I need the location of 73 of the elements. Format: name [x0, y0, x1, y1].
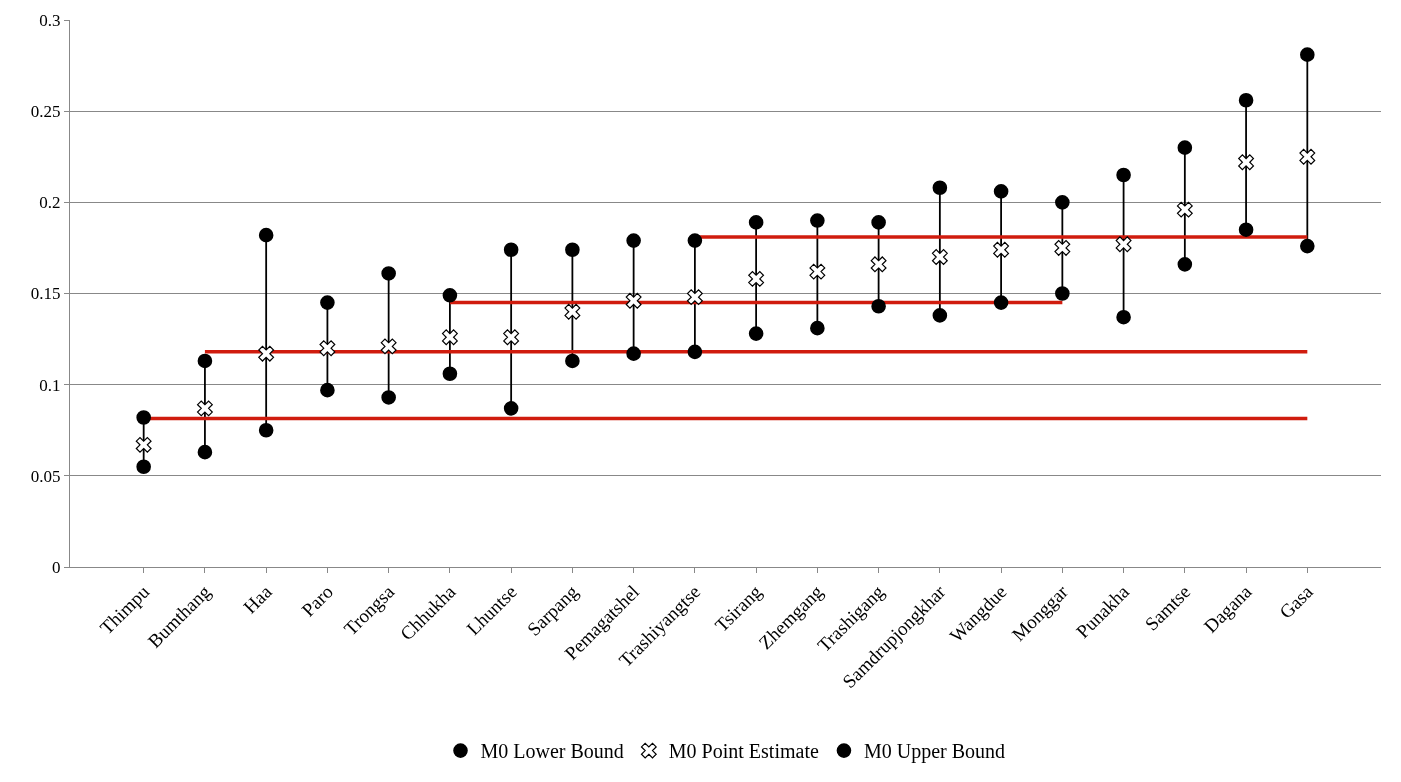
point [748, 215, 764, 230]
point [871, 298, 886, 314]
point [258, 345, 275, 362]
point [197, 444, 213, 460]
point [258, 422, 274, 438]
point [1116, 309, 1131, 325]
point [871, 215, 886, 230]
point [932, 180, 948, 196]
point [686, 289, 703, 306]
point [1176, 201, 1193, 218]
y-tick-label: 0.1 [39, 375, 61, 395]
point [1299, 148, 1316, 165]
y-tick-label: 0.15 [30, 284, 61, 304]
point [381, 390, 396, 405]
point [748, 270, 765, 287]
point [1055, 286, 1070, 301]
y-tick-label: 0.25 [30, 102, 61, 122]
point [136, 410, 151, 425]
point [564, 303, 581, 320]
point [381, 266, 396, 281]
point [441, 329, 458, 346]
point [1177, 257, 1193, 272]
point [810, 320, 825, 336]
point [809, 263, 826, 280]
point [748, 326, 764, 341]
y-tick-label: 0 [52, 557, 61, 577]
point [320, 295, 335, 310]
point [136, 459, 151, 475]
point [503, 329, 520, 346]
point [626, 233, 641, 248]
point [626, 346, 641, 361]
point [135, 436, 152, 453]
point [1055, 195, 1070, 210]
point [1300, 238, 1315, 254]
legend-label: M0 Point Estimate [668, 740, 819, 763]
legend-label: M0 Upper Bound [863, 740, 1006, 764]
point [565, 353, 580, 369]
point [565, 242, 580, 258]
y-tick-label: 0.2 [39, 193, 61, 213]
point [258, 227, 274, 243]
point [932, 308, 948, 323]
point [197, 353, 213, 369]
point [931, 249, 948, 265]
point [1115, 236, 1132, 253]
point [810, 213, 825, 228]
point [319, 340, 336, 357]
point [503, 401, 519, 416]
point [1238, 222, 1254, 237]
point [993, 241, 1010, 258]
point [687, 344, 703, 360]
point [1116, 167, 1131, 183]
point [442, 288, 458, 303]
point [625, 292, 642, 309]
x-tick-label: Gasa [1275, 580, 1318, 623]
y-tick-label: 0.3 [39, 10, 61, 30]
point [1238, 92, 1254, 108]
point [993, 295, 1009, 310]
x-tick-label: Paro [297, 581, 337, 621]
point [1238, 154, 1255, 171]
point [1054, 239, 1071, 256]
point [442, 366, 458, 382]
point [320, 382, 335, 398]
point [1300, 47, 1315, 62]
point [870, 256, 887, 273]
point [993, 184, 1009, 199]
point [687, 233, 703, 248]
point [380, 338, 397, 355]
legend-label: M0 Lower Bound [480, 740, 624, 763]
point [503, 242, 519, 258]
y-tick-label: 0.05 [30, 466, 61, 486]
point [196, 400, 213, 417]
x-tick-label: Haa [239, 580, 277, 618]
point [1177, 140, 1193, 155]
